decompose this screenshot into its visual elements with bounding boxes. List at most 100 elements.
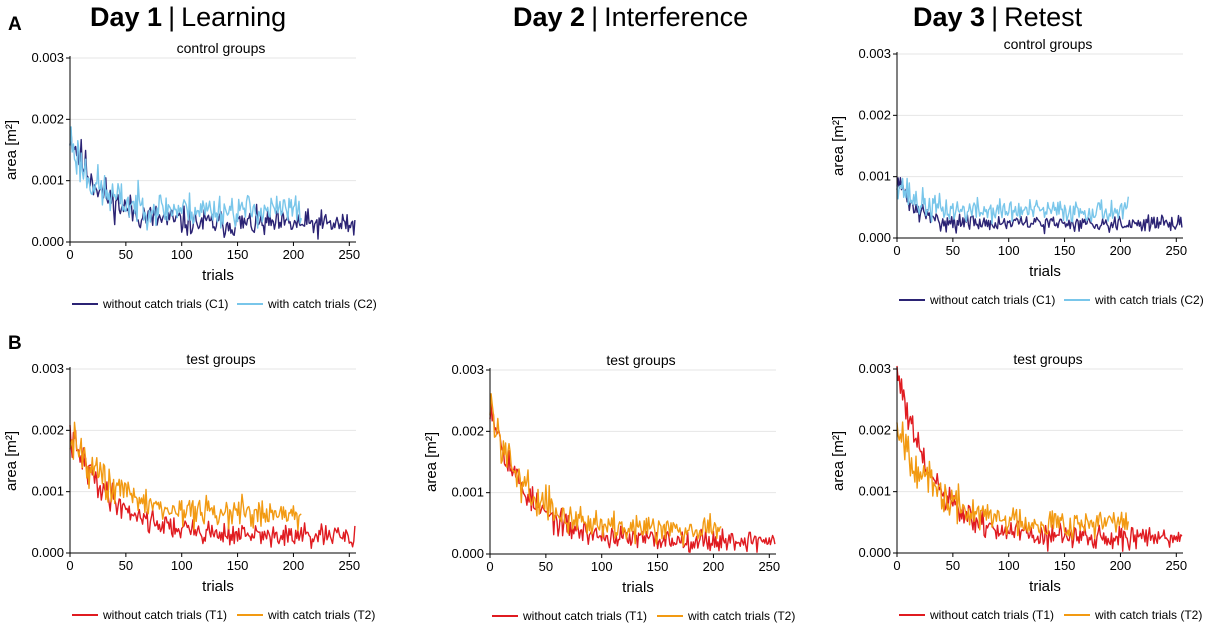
x-tick-label: 0 — [893, 243, 900, 258]
x-tick-label: 100 — [998, 243, 1020, 258]
day1-control-chart: 0.000 0.001 0.002 0.003 0 50 100 150 200 250 contr… — [3, 40, 377, 311]
y-tick-label: 0.000 — [858, 545, 891, 560]
y-tick-label: 0.002 — [31, 111, 64, 126]
x-tick-label: 200 — [1110, 243, 1132, 258]
x-tick-label: 150 — [1054, 243, 1076, 258]
legend-label-c1: without catch trials (C1) — [929, 293, 1055, 307]
x-axis-title: trials — [202, 267, 234, 284]
y-tick-label: 0.002 — [858, 107, 891, 122]
y-tick-label: 0.001 — [858, 484, 891, 499]
y-tick-label: 0.000 — [31, 545, 64, 560]
series-line-c1 — [896, 176, 1183, 235]
series-line-t2 — [489, 393, 722, 547]
legend-label-t2: with catch trials (T2) — [687, 609, 795, 623]
y-tick-label: 0.001 — [858, 169, 891, 184]
series-line-c1 — [69, 131, 356, 240]
day3-test-chart: 0.000 0.001 0.002 0.003 0 50 100 150 200 250 test … — [830, 351, 1202, 622]
y-axis-title: area [m²] — [3, 120, 20, 180]
legend-label-t2: with catch trials (T2) — [1094, 608, 1202, 622]
x-tick-label: 50 — [946, 558, 960, 573]
x-tick-label: 250 — [338, 247, 360, 262]
chart-title: control groups — [1004, 36, 1093, 52]
x-tick-label: 150 — [1054, 558, 1076, 573]
day3-header-separator: | — [991, 2, 999, 32]
x-tick-label: 200 — [703, 559, 725, 574]
legend-label-t1: without catch trials (T1) — [929, 608, 1054, 622]
x-tick-label: 100 — [171, 247, 193, 262]
y-tick-label: 0.000 — [858, 230, 891, 245]
y-axis-title: area [m²] — [830, 431, 847, 491]
day2-test-chart: 0.000 0.001 0.002 0.003 0 50 100 150 200 250 test … — [423, 352, 795, 623]
x-axis-title: trials — [202, 578, 234, 595]
day2-header: Day 2 | Interference — [513, 2, 748, 33]
x-tick-label: 150 — [227, 558, 249, 573]
series-line-c2 — [69, 126, 302, 231]
y-tick-label: 0.001 — [31, 484, 64, 499]
x-tick-label: 250 — [1165, 243, 1187, 258]
series-line-c2 — [896, 177, 1129, 225]
panel-label-a: A — [8, 14, 22, 35]
y-tick-label: 0.000 — [31, 234, 64, 249]
y-axis-title: area [m²] — [830, 116, 847, 176]
y-tick-label: 0.001 — [451, 485, 484, 500]
day2-header-rest: Interference — [604, 2, 749, 32]
x-axis-title: trials — [1029, 578, 1061, 595]
y-axis-title: area [m²] — [423, 432, 440, 492]
day3-header-bold: Day 3 — [913, 2, 986, 32]
x-tick-label: 150 — [227, 247, 249, 262]
chart-title: test groups — [1013, 351, 1082, 367]
day1-header-bold: Day 1 — [90, 2, 163, 32]
day3-header: Day 3 | Retest — [913, 2, 1082, 33]
y-tick-label: 0.003 — [451, 362, 484, 377]
chart-title: test groups — [186, 351, 255, 367]
x-tick-label: 100 — [591, 559, 613, 574]
legend-label-c2: with catch trials (C2) — [1094, 293, 1204, 307]
y-tick-label: 0.003 — [31, 50, 64, 65]
y-tick-label: 0.000 — [451, 546, 484, 561]
legend-label-c2: with catch trials (C2) — [267, 297, 377, 311]
y-tick-label: 0.002 — [451, 423, 484, 438]
legend-label-c1: without catch trials (C1) — [102, 297, 228, 311]
day2-header-separator: | — [591, 2, 599, 32]
x-tick-label: 150 — [647, 559, 669, 574]
x-tick-label: 0 — [486, 559, 493, 574]
legend-label-t2: with catch trials (T2) — [267, 608, 375, 622]
x-tick-label: 100 — [171, 558, 193, 573]
x-tick-label: 250 — [338, 558, 360, 573]
x-tick-label: 0 — [66, 558, 73, 573]
y-tick-label: 0.003 — [31, 361, 64, 376]
x-tick-label: 0 — [66, 247, 73, 262]
day1-header: Day 1 | Learning — [90, 2, 286, 33]
x-tick-label: 50 — [539, 559, 553, 574]
series-line-t1 — [69, 425, 356, 549]
y-axis-title: area [m²] — [3, 431, 20, 491]
x-tick-label: 50 — [119, 247, 133, 262]
x-tick-label: 50 — [946, 243, 960, 258]
x-tick-label: 200 — [283, 558, 305, 573]
day2-header-bold: Day 2 — [513, 2, 586, 32]
x-tick-label: 100 — [998, 558, 1020, 573]
y-tick-label: 0.003 — [858, 361, 891, 376]
chart-title: control groups — [177, 40, 266, 56]
day3-header-rest: Retest — [1004, 2, 1083, 32]
x-axis-title: trials — [1029, 263, 1061, 280]
day1-header-rest: Learning — [181, 2, 287, 32]
series-line-t1 — [896, 365, 1183, 552]
y-tick-label: 0.003 — [858, 46, 891, 61]
x-tick-label: 50 — [119, 558, 133, 573]
y-tick-label: 0.001 — [31, 173, 64, 188]
legend-label-t1: without catch trials (T1) — [102, 608, 227, 622]
series-line-t2 — [896, 421, 1129, 541]
x-tick-label: 250 — [1165, 558, 1187, 573]
x-tick-label: 250 — [758, 559, 780, 574]
x-axis-title: trials — [622, 579, 654, 596]
y-tick-label: 0.002 — [31, 422, 64, 437]
x-tick-label: 200 — [283, 247, 305, 262]
panel-label-b: B — [8, 333, 22, 354]
series-line-t2 — [69, 421, 302, 532]
day3-control-chart: 0.000 0.001 0.002 0.003 0 50 100 150 200 250 contr… — [830, 36, 1204, 307]
day1-header-separator: | — [168, 2, 176, 32]
chart-title: test groups — [606, 352, 675, 368]
day1-test-chart: 0.000 0.001 0.002 0.003 0 50 100 150 200 250 test … — [3, 351, 375, 622]
